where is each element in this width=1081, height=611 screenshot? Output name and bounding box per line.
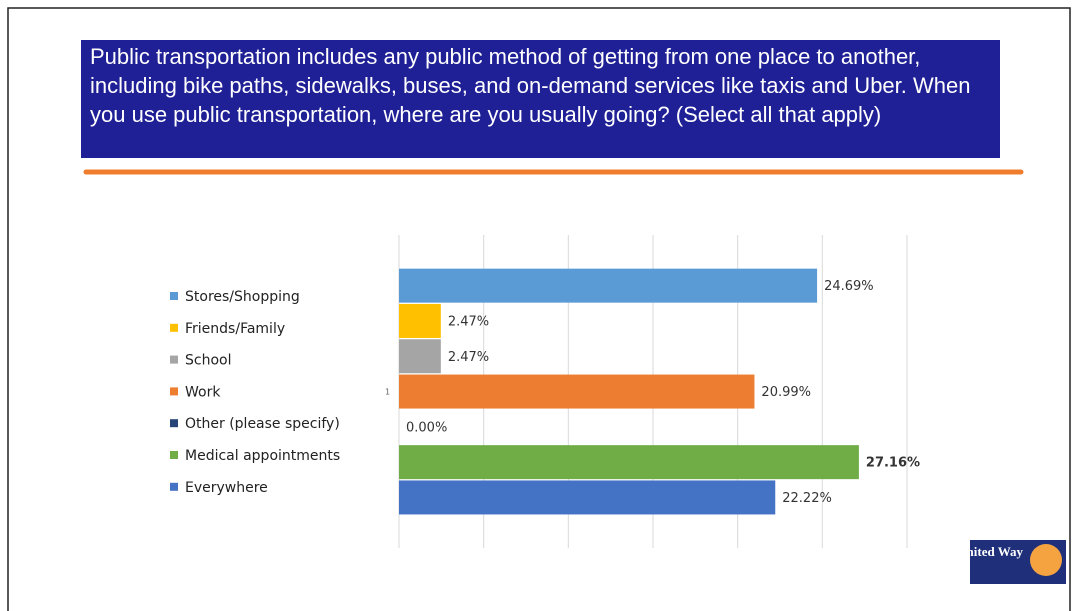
legend-swatch	[170, 419, 178, 428]
data-label: 22.22%	[782, 491, 832, 506]
data-label: 24.69%	[824, 279, 874, 294]
data-label: 0.00%	[406, 420, 447, 435]
legend-label: Medical appointments	[185, 448, 340, 464]
legend-swatch	[170, 292, 178, 300]
chart-title: Public transportation includes any publi…	[81, 40, 1000, 158]
bar	[399, 303, 441, 338]
legend-label: School	[185, 353, 231, 369]
legend-swatch	[170, 387, 178, 396]
legend-label: Stores/Shopping	[185, 289, 300, 305]
bar	[399, 480, 776, 515]
bar	[399, 268, 818, 303]
legend-label: Everywhere	[185, 480, 268, 496]
legend-label: Other (please specify)	[185, 416, 340, 432]
legend-swatch	[170, 482, 178, 491]
legend-swatch	[170, 355, 178, 364]
legend-label: Work	[185, 384, 221, 400]
legend-swatch	[170, 323, 178, 332]
bar	[399, 374, 755, 409]
legend-swatch	[170, 451, 178, 459]
logo-emblem	[1030, 544, 1062, 576]
data-label: 27.16%	[866, 456, 920, 471]
data-label: 20.99%	[761, 385, 811, 400]
bar	[399, 445, 859, 480]
logo: United Way	[957, 540, 1066, 584]
data-label: 2.47%	[448, 350, 489, 365]
annotation: 1	[385, 388, 390, 397]
bar	[399, 339, 441, 374]
logo-text: United Way	[957, 544, 1023, 559]
data-label: 2.47%	[448, 314, 489, 329]
legend-label: Friends/Family	[185, 321, 285, 337]
slide-border	[7, 7, 1071, 611]
